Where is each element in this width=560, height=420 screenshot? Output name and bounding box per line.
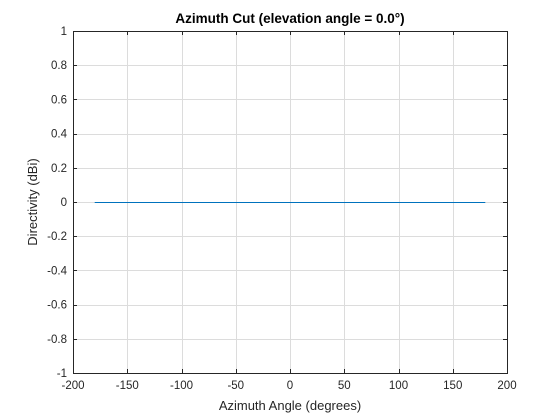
x-tick-label: 100 xyxy=(389,380,408,392)
x-axis-label: Azimuth Angle (degrees) xyxy=(219,398,361,413)
y-tick-label: 1 xyxy=(61,26,67,38)
y-tick-label: -0.6 xyxy=(47,300,67,312)
x-tick-label: -150 xyxy=(116,380,139,392)
y-tick-label: 0.4 xyxy=(51,129,68,141)
x-tick-label: 200 xyxy=(497,380,516,392)
y-tick-label: -0.4 xyxy=(47,265,67,277)
y-tick-label: 0.6 xyxy=(51,94,67,106)
ticks xyxy=(73,31,508,374)
chart-title: Azimuth Cut (elevation angle = 0.0°) xyxy=(175,11,404,26)
x-tick-label: 0 xyxy=(287,380,293,392)
y-tick-label: -0.8 xyxy=(47,334,67,346)
y-tick-label: 0.8 xyxy=(51,60,67,72)
x-tick-label: -50 xyxy=(227,380,244,392)
y-tick-label: 0 xyxy=(61,197,67,209)
x-tick-label: -200 xyxy=(61,380,84,392)
y-axis-label: Directivity (dBi) xyxy=(25,158,40,245)
y-tick-label: 0.2 xyxy=(51,163,67,175)
x-tick-label: -100 xyxy=(170,380,193,392)
x-tick-label: 50 xyxy=(338,380,351,392)
y-tick-label: -0.2 xyxy=(47,231,67,243)
tick-labels: -200 -150 -100 -50 0 50 100 150 200 -1 -0.8 -0.6 -0.… xyxy=(47,26,516,392)
x-tick-label: 150 xyxy=(443,380,462,392)
y-tick-label: -1 xyxy=(57,368,67,380)
grid xyxy=(73,31,508,374)
